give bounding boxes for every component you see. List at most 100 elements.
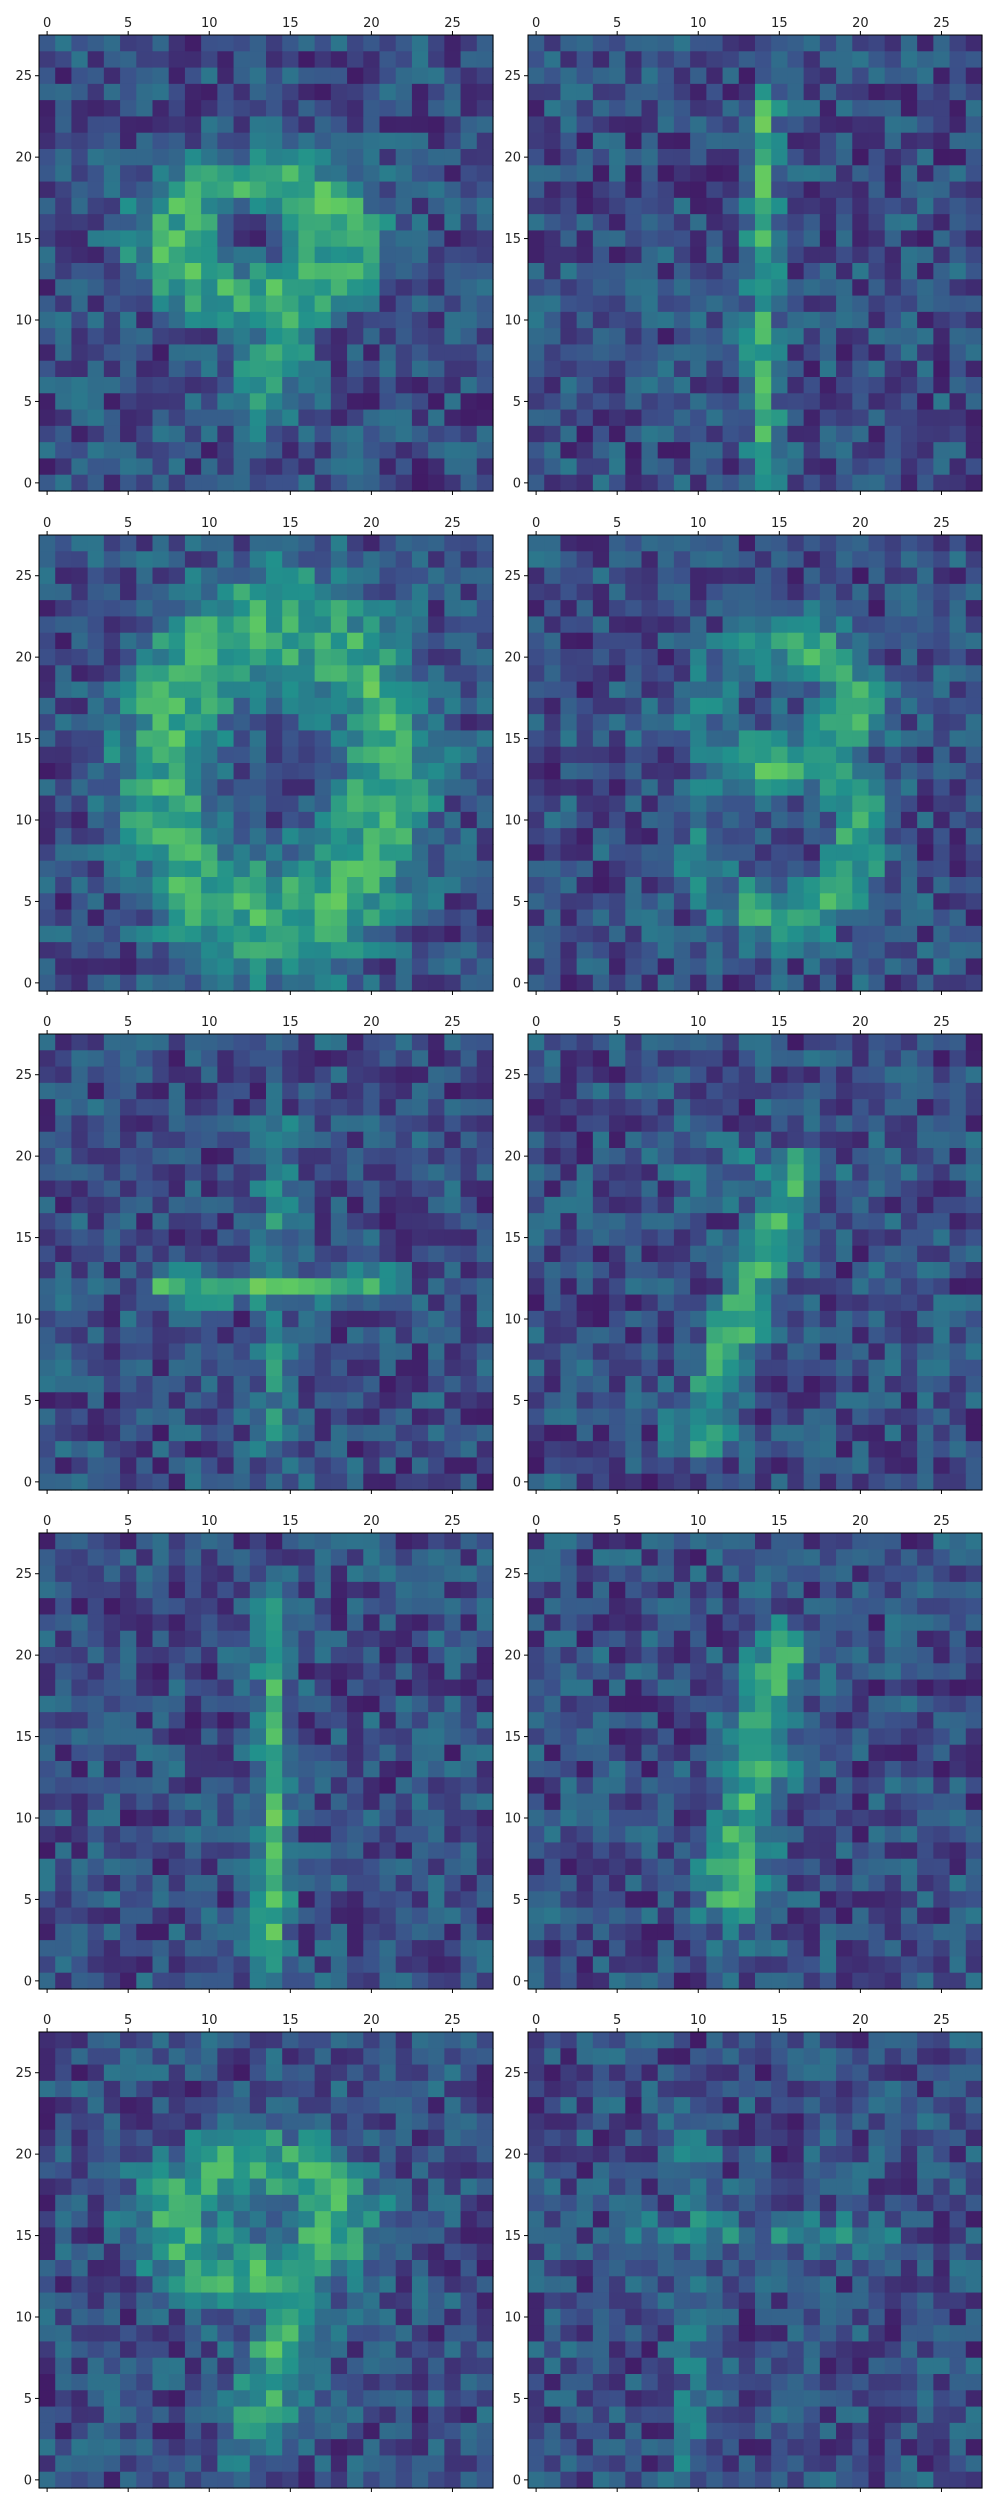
heatmap-cell: [803, 811, 821, 829]
heatmap-cell: [933, 1294, 951, 1312]
heatmap-cell: [411, 649, 429, 666]
heatmap-cell: [755, 67, 772, 85]
heatmap-cell: [444, 100, 462, 118]
heatmap-cell: [560, 377, 578, 394]
x-tick-label: 15: [282, 516, 299, 531]
heatmap-cell: [528, 442, 545, 460]
heatmap-cell: [379, 1294, 397, 1312]
heatmap-cell: [965, 83, 983, 101]
heatmap-cell: [917, 1034, 934, 1051]
heatmap-cell: [201, 942, 218, 960]
heatmap-cell: [347, 877, 364, 894]
heatmap-cell: [738, 214, 756, 232]
heatmap-cell: [560, 974, 578, 992]
heatmap-cell: [55, 1392, 73, 1410]
heatmap-cell: [87, 925, 105, 943]
heatmap-cell: [868, 1213, 886, 1231]
heatmap-cell: [476, 246, 494, 264]
heatmap-cell: [933, 1213, 951, 1231]
heatmap-cell: [657, 1278, 675, 1296]
heatmap-cell: [852, 149, 870, 166]
heatmap-cell: [641, 1034, 659, 1051]
heatmap-cell: [87, 893, 105, 911]
heatmap-cell: [87, 567, 105, 585]
heatmap-cell: [103, 1359, 121, 1377]
heatmap-cell: [787, 181, 805, 199]
heatmap-cell: [690, 1262, 707, 1279]
heatmap-cell: [528, 1278, 545, 1296]
heatmap-cell: [592, 763, 610, 780]
heatmap-cell: [933, 681, 951, 699]
heatmap-cell: [184, 67, 202, 85]
x-tick-label: 15: [771, 1015, 788, 1030]
heatmap-cell: [476, 1343, 494, 1361]
heatmap-cell: [120, 360, 137, 378]
heatmap-cell: [395, 165, 413, 183]
heatmap-cell: [787, 925, 805, 943]
heatmap-cell: [560, 746, 578, 764]
heatmap-cell: [917, 942, 934, 960]
heatmap-cell: [965, 1180, 983, 1198]
heatmap-cell: [184, 1180, 202, 1198]
heatmap-cell: [657, 311, 675, 329]
heatmap-cell: [884, 877, 902, 894]
heatmap-cell: [690, 1180, 707, 1198]
heatmap-cell: [900, 583, 918, 601]
heatmap-cell: [625, 828, 643, 846]
heatmap-cell: [184, 763, 202, 780]
heatmap-cell: [266, 958, 283, 976]
heatmap-cell: [71, 116, 89, 134]
heatmap-cell: [217, 35, 235, 52]
heatmap-cell: [184, 1359, 202, 1377]
heatmap-cell: [460, 1034, 478, 1051]
heatmap-cell: [476, 1180, 494, 1198]
heatmap-cell: [771, 1310, 789, 1328]
heatmap-cell: [690, 746, 707, 764]
heatmap-cell: [152, 1457, 170, 1475]
heatmap-cell: [249, 730, 267, 748]
heatmap-cell: [706, 1457, 724, 1475]
heatmap-cell: [476, 393, 494, 411]
heatmap-cell: [933, 1180, 951, 1198]
heatmap-cell: [609, 746, 626, 764]
heatmap-cell: [592, 246, 610, 264]
heatmap-cell: [282, 1549, 300, 1567]
heatmap-cell: [120, 567, 137, 585]
heatmap-cell: [136, 632, 154, 650]
heatmap-cell: [411, 165, 429, 183]
heatmap-cell: [949, 844, 967, 862]
heatmap-cell: [884, 1294, 902, 1312]
heatmap-cell: [233, 328, 251, 346]
heatmap-cell: [819, 377, 837, 394]
heatmap-cell: [755, 263, 772, 280]
heatmap-cell: [476, 1473, 494, 1491]
heatmap-cell: [103, 1327, 121, 1345]
heatmap-cell: [544, 51, 562, 69]
heatmap-cell: [884, 1278, 902, 1296]
heatmap-cell: [852, 535, 870, 552]
heatmap-cell: [217, 583, 235, 601]
heatmap-cell: [803, 1473, 821, 1491]
heatmap-cell: [673, 583, 691, 601]
heatmap-cell: [55, 1294, 73, 1312]
heatmap-cell: [411, 1229, 429, 1247]
heatmap-cell: [641, 1343, 659, 1361]
heatmap-cell: [120, 458, 137, 476]
heatmap-cell: [706, 779, 724, 797]
heatmap-cell: [266, 1457, 283, 1475]
heatmap-cell: [560, 149, 578, 166]
heatmap-cell: [330, 1278, 348, 1296]
heatmap-cell: [39, 1376, 56, 1393]
heatmap-cell: [706, 909, 724, 927]
heatmap-cell: [444, 958, 462, 976]
heatmap-cell: [706, 1131, 724, 1149]
heatmap-cell: [168, 1327, 186, 1345]
heatmap-cell: [71, 149, 89, 166]
heatmap-cell: [363, 1262, 381, 1279]
heatmap-cell: [201, 442, 218, 460]
heatmap-cell: [803, 616, 821, 634]
heatmap-cell: [673, 828, 691, 846]
heatmap-cell: [55, 1082, 73, 1100]
heatmap-cell: [560, 763, 578, 780]
heatmap-cell: [657, 974, 675, 992]
